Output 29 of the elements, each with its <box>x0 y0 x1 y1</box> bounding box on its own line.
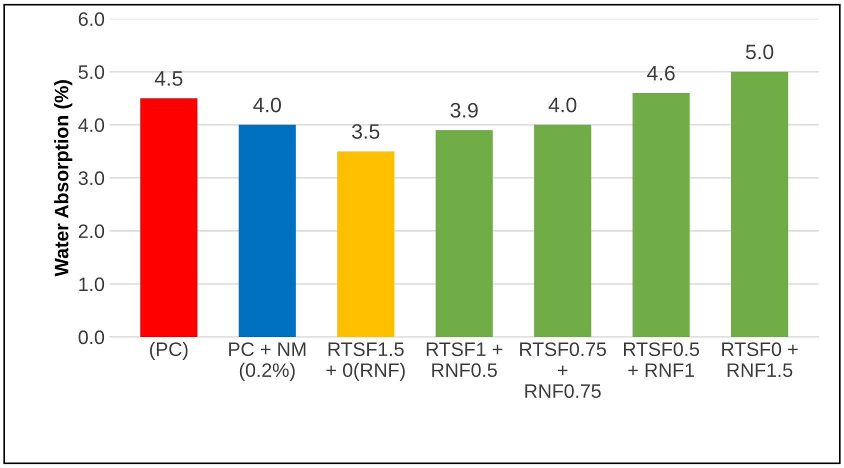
y-tick-label: 3.0 <box>78 171 104 186</box>
y-tick-label: 1.0 <box>79 277 104 292</box>
y-tick-label: 6.0 <box>78 12 104 26</box>
bar <box>436 130 493 337</box>
bar <box>238 124 296 337</box>
data-label: 5.0 <box>746 44 774 60</box>
y-axis-title: Water Absorption (%) <box>54 80 72 276</box>
y-tick-label: 2.0 <box>78 224 104 238</box>
data-label: 3.5 <box>352 124 380 139</box>
x-tick-label: RTSF1.5 + 0(RNF) <box>326 342 405 381</box>
x-tick-label: RTSF0 + RNF1.5 <box>722 342 798 378</box>
y-tick-label: 4.0 <box>78 118 104 132</box>
x-tick-label: RTSF1 + RNF0.5 <box>426 342 502 378</box>
y-tick-label: 0.0 <box>78 330 104 344</box>
data-label: 4.6 <box>647 66 675 81</box>
bar <box>534 124 592 337</box>
bar <box>632 92 690 337</box>
y-tick-label: 5.0 <box>78 65 104 79</box>
data-label: 3.9 <box>450 102 478 118</box>
x-tick-label: (PC) <box>150 342 188 360</box>
x-tick-label: PC + NM (0.2%) <box>229 342 306 381</box>
data-label: 4.0 <box>253 98 281 112</box>
bar <box>731 72 788 337</box>
bar <box>140 98 198 337</box>
data-label: 4.5 <box>154 71 182 86</box>
bar <box>337 151 394 337</box>
data-label: 4.0 <box>548 98 576 112</box>
x-tick-label: RTSF0.5 + RNF1 <box>624 342 700 377</box>
x-tick-label: RTSF0.75 + RNF0.75 <box>520 342 606 398</box>
